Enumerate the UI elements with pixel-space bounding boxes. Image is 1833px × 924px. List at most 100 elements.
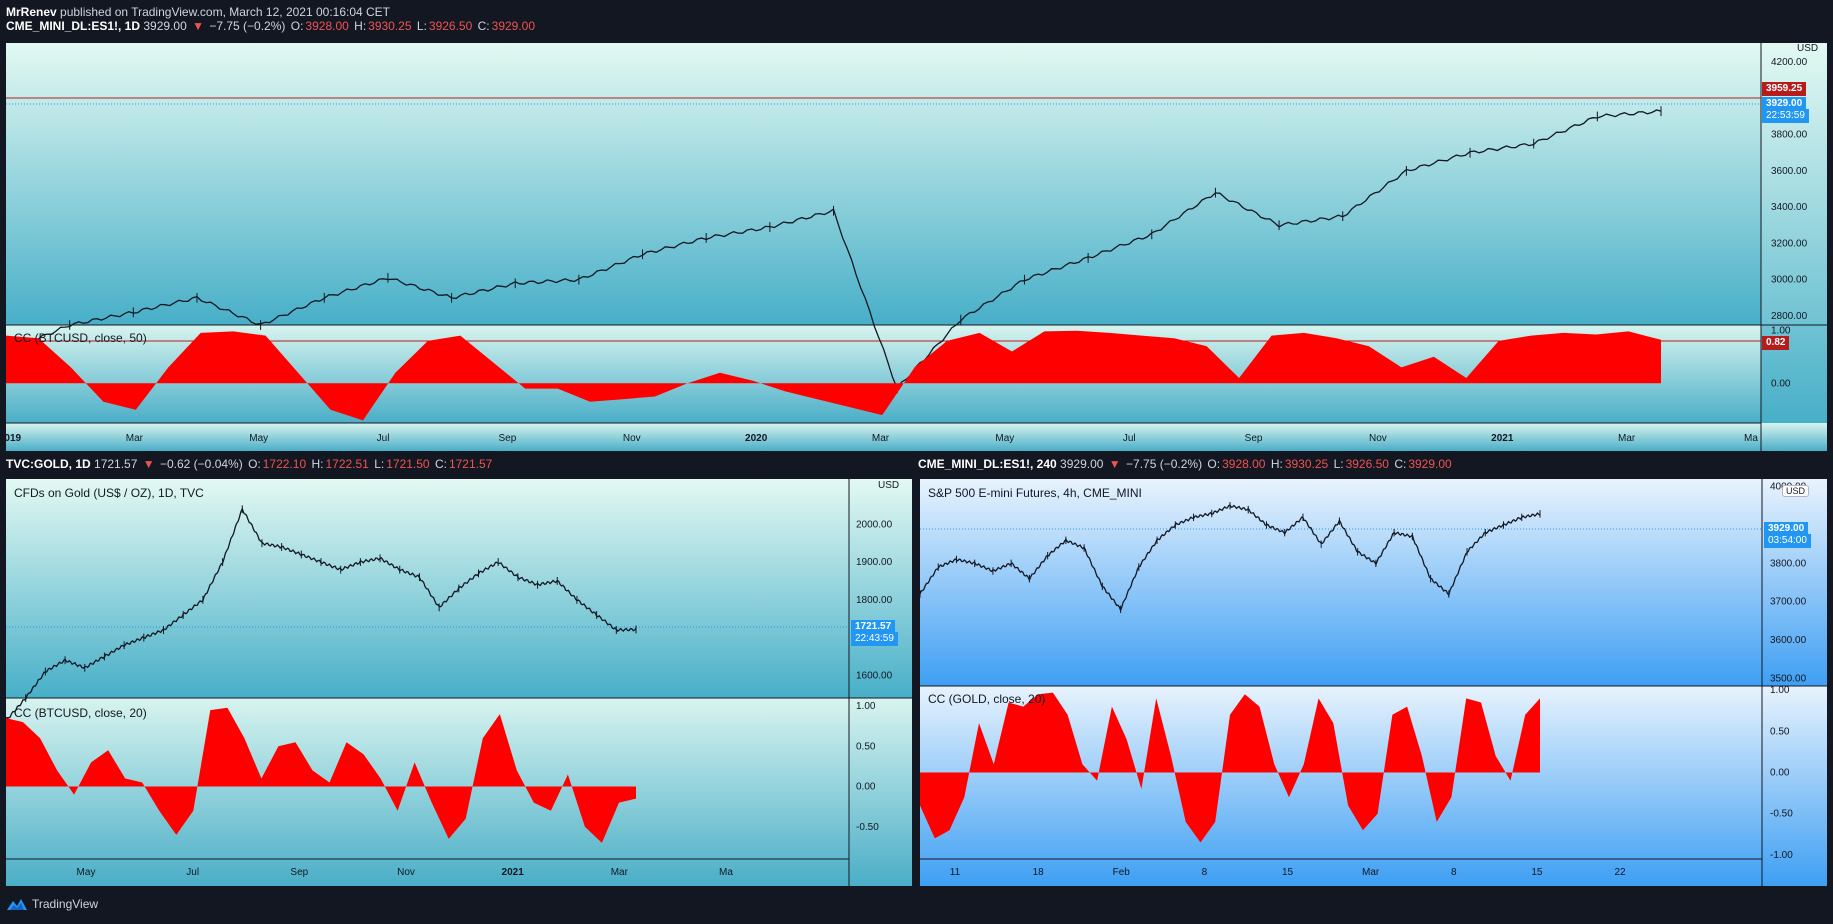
top-x-tick: Ma	[1744, 433, 1758, 444]
top-x-tick: Mar	[872, 433, 890, 444]
es4h-axis-unit[interactable]: USD	[1782, 485, 1810, 497]
gold-price-tick-label: 1600.00	[856, 670, 893, 681]
es4h-indicator-title[interactable]: CC (GOLD, close, 20)	[928, 692, 1046, 706]
top-chart-pane[interactable]: 4200.00 3800.00 3600.00 3400.00 3200.00 3000.…	[6, 43, 1827, 451]
top-cc-tick-label: 0.00	[1771, 378, 1791, 389]
gold-x-tick: Mar	[611, 867, 629, 878]
top-change: −7.75 (−0.2%)	[209, 19, 286, 33]
es4h-price-series	[920, 502, 1541, 614]
gold-open: 1722.10	[262, 457, 307, 471]
gold-x-tick: Sep	[290, 867, 308, 878]
top-price-tick-label: 2800.00	[1771, 311, 1808, 322]
gold-last: 1721.57	[94, 457, 138, 471]
es4h-chart-legend: CME_MINI_DL:ES1!, 240 3929.00 ▼ −7.75 (−…	[918, 457, 1454, 471]
es4h-countdown: 03:54:00	[1764, 534, 1811, 548]
es4h-price-tick-label: 3700.00	[1770, 597, 1807, 608]
es4h-cc-tick-label: 0.50	[1770, 726, 1790, 737]
ohlc-label: O:	[1207, 457, 1221, 471]
gold-cc-tick-label: 1.00	[856, 701, 876, 712]
publish-header: MrRenev published on TradingView.com, Ma…	[6, 5, 390, 19]
footer: TradingView	[6, 897, 98, 911]
top-x-tick: Jul	[377, 433, 390, 444]
top-indicator-title[interactable]: CC (BTCUSD, close, 50)	[14, 331, 147, 345]
gold-cc-series	[6, 707, 636, 843]
ohlc-label: H:	[354, 19, 367, 33]
gold-cc-area	[6, 707, 636, 843]
ohlc-label: O:	[248, 457, 261, 471]
gold-pane-title[interactable]: CFDs on Gold (US$ / OZ), 1D, TVC	[14, 486, 204, 500]
es4h-pane-title[interactable]: S&P 500 E-mini Futures, 4h, CME_MINI	[928, 486, 1142, 500]
ohlc-label: C:	[477, 19, 490, 33]
ohlc-label: C:	[1394, 457, 1407, 471]
ohlc-label: H:	[1270, 457, 1283, 471]
es4h-x-tick: 11	[950, 867, 961, 878]
es4h-high: 3930.25	[1284, 457, 1329, 471]
gold-x-tick: Jul	[186, 867, 199, 878]
gold-cc-tick-label: 0.00	[856, 782, 876, 793]
top-cc-ticks: 1.00 0.00	[1771, 325, 1791, 389]
top-timeaxis-bg	[6, 423, 1827, 451]
top-high: 3930.25	[368, 19, 412, 33]
top-open: 3928.00	[305, 19, 349, 33]
top-price-series	[6, 106, 1662, 394]
publish-info: published on TradingView.com, March 12, …	[60, 5, 391, 19]
gold-chart-pane[interactable]: 2000.00 1900.00 1800.00 1600.00 1.00 0.50 0.0…	[6, 479, 912, 886]
es4h-x-tick: 22	[1614, 867, 1626, 878]
es4h-x-tick: 8	[1451, 867, 1457, 878]
gold-countdown: 22:43:59	[851, 632, 898, 646]
down-arrow-icon: ▼	[142, 457, 155, 471]
es4h-x-ticks: 11 18 Feb 8 15 Mar 8 15 22	[950, 867, 1626, 878]
top-cc-series	[6, 330, 1661, 421]
es4h-last: 3929.00	[1060, 457, 1104, 471]
top-cc-area	[6, 330, 1661, 421]
gold-chart-svg[interactable]: 2000.00 1900.00 1800.00 1600.00 1.00 0.50 0.0…	[6, 479, 912, 886]
es4h-change: −7.75 (−0.2%)	[1126, 457, 1203, 471]
ohlc-label: L:	[416, 19, 427, 33]
gold-y-ticks: 2000.00 1900.00 1800.00 1600.00	[856, 519, 893, 681]
es4h-symbol[interactable]: CME_MINI_DL:ES1!, 240	[918, 457, 1057, 471]
footer-brand[interactable]: TradingView	[32, 897, 99, 911]
top-x-tick: Mar	[126, 433, 144, 444]
es4h-x-tick: 18	[1033, 867, 1045, 878]
top-indicator-value: 0.82	[1762, 336, 1790, 350]
es4h-cc-tick-label: -1.00	[1770, 850, 1793, 861]
top-x-tick: 2019	[6, 433, 22, 444]
gold-cc-ticks: 1.00 0.50 0.00 -0.50	[856, 701, 879, 833]
ohlc-label: L:	[374, 457, 385, 471]
gold-close: 1721.57	[448, 457, 493, 471]
gold-change: −0.62 (−0.04%)	[159, 457, 243, 471]
ohlc-label: C:	[434, 457, 447, 471]
gold-x-tick: May	[77, 867, 96, 878]
top-x-tick: Sep	[1245, 433, 1263, 444]
gold-price-series	[6, 505, 637, 725]
es4h-x-tick: Feb	[1113, 867, 1131, 878]
gold-last-price-label: 1721.57	[851, 620, 896, 634]
top-x-tick: May	[249, 433, 268, 444]
es4h-x-tick: 8	[1202, 867, 1208, 878]
es4h-close: 3929.00	[1408, 457, 1452, 471]
top-x-tick: Jul	[1123, 433, 1136, 444]
top-chart-svg[interactable]: 4200.00 3800.00 3600.00 3400.00 3200.00 3000.…	[6, 43, 1827, 451]
top-price-bg	[6, 43, 1761, 325]
es4h-cc-tick-label: 1.00	[1770, 685, 1790, 696]
top-symbol[interactable]: CME_MINI_DL:ES1!, 1D	[6, 19, 141, 33]
top-price-tick-label: 3200.00	[1771, 238, 1808, 249]
es4h-low: 3926.50	[1345, 457, 1389, 471]
top-last-price-label: 3929.00	[1762, 97, 1807, 111]
top-price-tick-label: 3000.00	[1771, 275, 1808, 286]
gold-indicator-title[interactable]: CC (BTCUSD, close, 20)	[14, 706, 147, 720]
es4h-cc-tick-label: 0.00	[1770, 768, 1790, 779]
top-low: 3926.50	[428, 19, 473, 33]
gold-x-tick: 2021	[502, 867, 525, 878]
es4h-x-tick: 15	[1531, 867, 1543, 878]
gold-symbol[interactable]: TVC:GOLD, 1D	[6, 457, 91, 471]
author-name[interactable]: MrRenev	[6, 5, 57, 19]
es4h-x-tick: Mar	[1362, 867, 1380, 878]
gold-x-tick: Ma	[719, 867, 733, 878]
gold-cc-tick-label: 0.50	[856, 741, 876, 752]
es4h-cc-area	[920, 692, 1540, 843]
es4h-price-tick-label: 3600.00	[1770, 635, 1807, 646]
top-cc-tick-label: 1.00	[1771, 325, 1791, 336]
